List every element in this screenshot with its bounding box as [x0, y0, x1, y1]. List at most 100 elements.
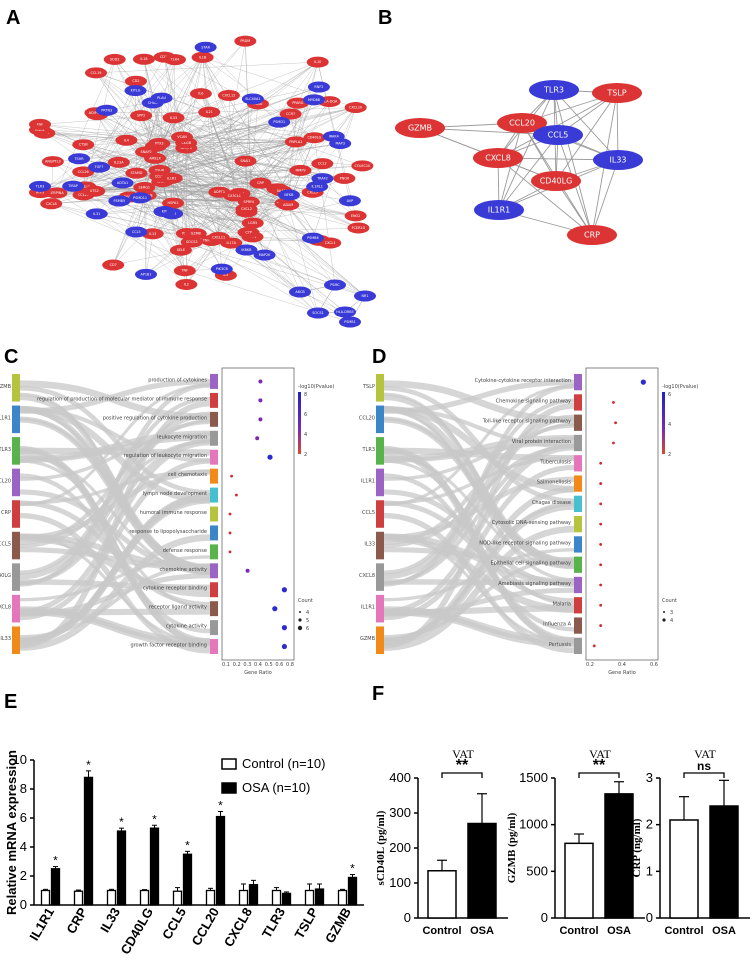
network-a-node-label: CHUK: [148, 101, 158, 105]
sankey-gene-label: CXCL8: [359, 573, 375, 579]
sankey-flow: [19, 396, 211, 575]
network-a-node-shape: [132, 53, 155, 65]
network-a-node-label: PSMD11: [133, 196, 147, 200]
network-b-node-label: TLR3: [543, 86, 564, 95]
network-b-edge: [591, 159, 619, 236]
network-a-node-shape: [125, 226, 148, 238]
network-a-node-label: IL18: [140, 57, 147, 61]
network-b-node-shape: [473, 148, 523, 168]
legend-pvalue-tick: 4: [304, 432, 307, 438]
f-bar-control: [669, 819, 699, 919]
network-a-node-shape: [45, 187, 68, 199]
sankey-c: GZMB IL1R1 TLR3 CCL20 CRP CCL5 CD40LG CXCL8 IL33…: [0, 367, 334, 676]
sankey-term-label: cytokine receptor binding: [143, 586, 207, 592]
network-a-node: SOCS3: [180, 236, 203, 248]
network-a-edge: [56, 192, 185, 271]
network-a-node-label: IL2: [184, 282, 189, 286]
network-a-edge: [83, 144, 261, 184]
sankey-gene-block: [12, 468, 20, 497]
network-a-node-label: SPP2: [137, 114, 145, 118]
network-a-node-shape: [107, 156, 130, 168]
network-a: STAMDMCRISERG1TNFRSF11SERG3PSMBNAQP2TSHB…: [29, 35, 376, 328]
sankey-term-block: [574, 576, 582, 594]
f-y-label: CRP (ng/ml): [631, 818, 643, 877]
network-a-node: MAP2K: [253, 249, 276, 261]
network-a-node: SOD2: [103, 53, 126, 65]
sankey-gene-block: [376, 531, 384, 560]
network-a-node-label: IL10: [314, 60, 321, 64]
network-a-node: CCL5: [125, 226, 148, 238]
network-a-node: ANGPTL3: [41, 156, 64, 168]
network-a-node-shape: [322, 130, 345, 142]
network-a-edge: [181, 136, 366, 297]
e-legend-label: Control (n=10): [242, 756, 325, 771]
sankey-gene-label: CCL5: [0, 542, 11, 548]
network-a-node: RNF2: [307, 81, 330, 93]
network-a-node-label: PNOX: [340, 176, 350, 180]
network-a-node-label: MAP3: [335, 142, 344, 146]
network-a-node: PRTN3: [95, 104, 118, 116]
sankey-term-block: [574, 637, 582, 654]
legend-count-title: Count: [298, 598, 313, 604]
e-significance: *: [185, 838, 190, 852]
dotplot-point: [592, 644, 596, 648]
e-bar-osa: [281, 892, 292, 906]
sankey-term-block: [574, 455, 582, 472]
network-a-node: CX3CL1: [223, 190, 246, 202]
legend-count-dot: [297, 625, 303, 631]
network-a-node-shape: [301, 232, 324, 244]
dotplot-xtick: 0.8: [286, 662, 294, 668]
network-a-edge: [184, 194, 290, 271]
f-sig-bracket: [441, 772, 483, 778]
network-a-node-shape: [103, 53, 126, 65]
e-bar-osa: [116, 830, 127, 906]
legend-pvalue-tick: 2: [304, 452, 307, 458]
e-y-tick: 2: [20, 868, 27, 883]
sankey-term-label: Influenza A: [543, 622, 571, 628]
network-a-node-shape: [29, 118, 51, 130]
network-a-node-shape: [284, 136, 307, 148]
network-a-node: COLEC10: [351, 160, 374, 172]
network-a-node-label: SAA1: [277, 189, 286, 193]
sankey-flows: [19, 378, 211, 654]
network-a-edge: [245, 107, 356, 162]
sankey-d: TSLP CCL20 TLR3 IL1R1 CCL5 IL33 CXCL8 IL1R1 GZMB…: [359, 367, 698, 676]
sankey-term-block: [574, 475, 582, 492]
network-a-node-shape: [41, 156, 64, 168]
network-a-node-shape: [235, 244, 258, 256]
e-y-tick: 8: [20, 781, 27, 796]
sankey-flow: [19, 608, 211, 616]
network-a-node-shape: [124, 75, 147, 87]
f-category-label: Control: [664, 925, 703, 937]
sankey-term-block: [210, 468, 218, 484]
e-legend-swatch: [221, 758, 237, 770]
sankey-flow: [383, 500, 575, 604]
f-category-label: OSA: [607, 925, 631, 937]
network-a-node-shape: [160, 172, 183, 184]
network-a-node-label: PSMC: [330, 283, 340, 287]
network-a-edge: [114, 59, 157, 147]
network-a-node: IL1B: [191, 51, 214, 63]
network-a-node: CXCL12: [217, 89, 240, 101]
network-a-edge: [146, 151, 289, 206]
network-a-edge: [85, 151, 147, 188]
network-a-node-label: CCL22: [155, 174, 166, 178]
network-a-node: PIK3CB: [210, 263, 233, 275]
network-a-node-label: ADAM: [283, 203, 293, 207]
network-a-node-label: TIRAP: [67, 184, 78, 188]
network-a-node-label: ADPT1: [214, 190, 225, 194]
e-bar-control: [205, 889, 216, 906]
network-b-node-shape: [474, 200, 524, 220]
network-a-node: ENO2: [344, 210, 367, 222]
sankey-term-label: Chemokine signaling pathway: [496, 398, 571, 404]
dotplot-point: [599, 624, 603, 627]
network-a-node: STAMD: [125, 167, 148, 179]
sankey-gene-block: [376, 437, 384, 465]
network-b-node-shape: [567, 225, 617, 245]
network-b-node: CCL20: [497, 113, 547, 133]
network-a-node-label: PLAU: [254, 102, 263, 106]
e-significance: *: [119, 815, 124, 829]
network-b-node-label: IL1R1: [488, 206, 511, 215]
f-y-tick: 0: [404, 910, 411, 925]
network-a-node-shape: [268, 116, 291, 128]
